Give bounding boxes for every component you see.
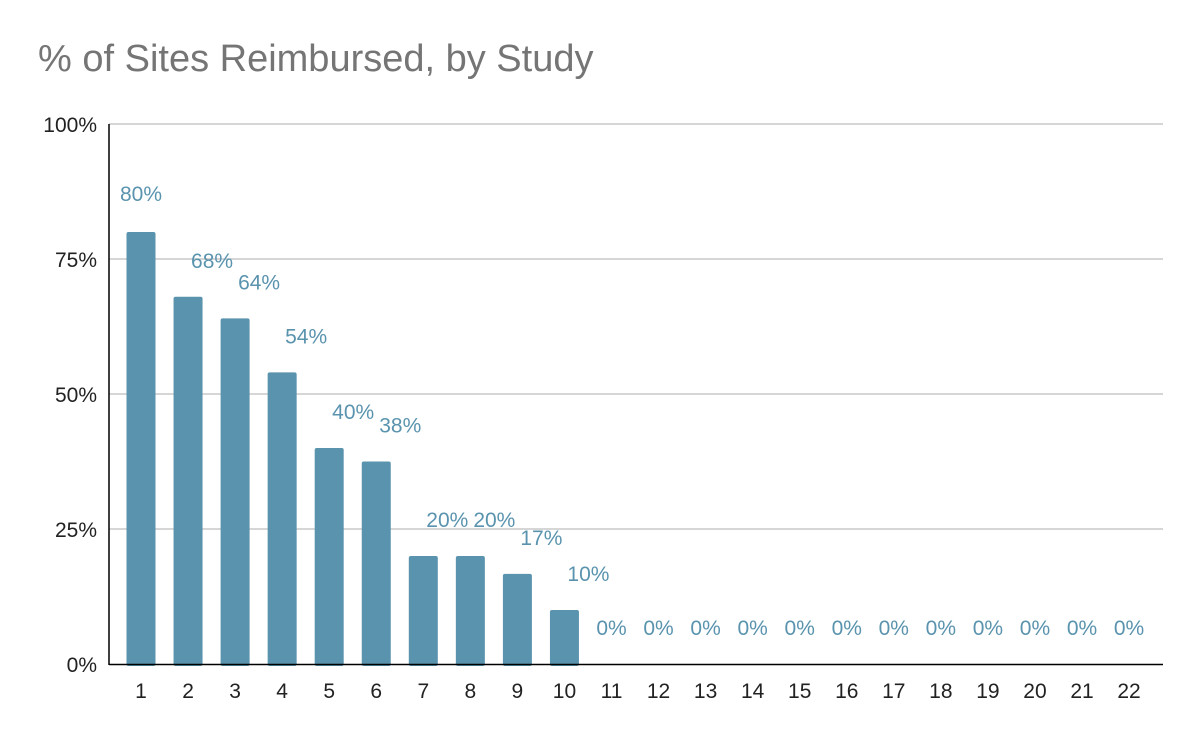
- data-label: 0%: [643, 617, 673, 640]
- bar: [408, 556, 438, 666]
- data-label: 68%: [191, 250, 233, 273]
- data-label: 54%: [285, 325, 327, 348]
- bar: [549, 610, 579, 666]
- data-label: 0%: [1114, 617, 1144, 640]
- x-tick-label: 19: [976, 680, 999, 703]
- chart-title: % of Sites Reimbursed, by Study: [38, 38, 594, 80]
- x-tick-label: 20: [1023, 680, 1046, 703]
- y-tick-label: 75%: [55, 249, 97, 272]
- bar: [502, 573, 532, 666]
- bar: [455, 556, 485, 666]
- data-label: 80%: [120, 183, 162, 206]
- data-label: 0%: [832, 617, 862, 640]
- x-tick-label: 16: [835, 680, 858, 703]
- y-tick-label: 100%: [43, 114, 97, 137]
- x-tick-label: 17: [882, 680, 905, 703]
- x-tick-label: 2: [182, 680, 194, 703]
- data-label: 17%: [520, 527, 562, 550]
- data-label: 0%: [879, 617, 909, 640]
- grid-lines: [109, 123, 1163, 530]
- data-label: 20%: [426, 509, 468, 532]
- x-tick-label: 14: [741, 680, 765, 703]
- data-label: 0%: [973, 617, 1003, 640]
- x-tick-label: 9: [512, 680, 524, 703]
- x-axis-ticks: 1 2 3 4 5 6 7 8 9 10 11 12 13 14 15 16 17 18 19 20 21 22: [135, 680, 1141, 703]
- bar: [126, 232, 156, 666]
- y-axis-ticks: 0% 25% 50% 75% 100%: [43, 114, 97, 677]
- bar: [267, 372, 297, 666]
- data-label: 64%: [238, 271, 280, 294]
- data-label: 20%: [473, 509, 515, 532]
- x-tick-label: 3: [229, 680, 241, 703]
- data-label: 0%: [1067, 617, 1097, 640]
- x-tick-label: 4: [276, 680, 288, 703]
- x-tick-label: 11: [601, 680, 623, 703]
- data-label: 38%: [379, 415, 421, 438]
- data-label: 0%: [690, 617, 720, 640]
- bar: [173, 296, 203, 666]
- data-label: 0%: [926, 617, 956, 640]
- x-tick-label: 22: [1117, 680, 1140, 703]
- data-label: 0%: [1020, 617, 1050, 640]
- x-tick-label: 12: [647, 680, 670, 703]
- x-tick-label: 7: [417, 680, 429, 703]
- data-label: 0%: [596, 617, 626, 640]
- y-tick-label: 0%: [67, 654, 97, 677]
- x-tick-label: 13: [694, 680, 717, 703]
- bar: [220, 318, 250, 666]
- data-labels: 80%68%64%54%40%38%20% 20%17%10%0% 0% 0% 0% 0%…: [120, 183, 1144, 640]
- x-tick-label: 18: [929, 680, 952, 703]
- x-tick-label: 5: [323, 680, 335, 703]
- y-tick-label: 25%: [55, 519, 97, 542]
- x-tick-label: 1: [135, 680, 147, 703]
- data-label: 40%: [332, 401, 374, 424]
- x-tick-label: 21: [1070, 680, 1093, 703]
- axes: [108, 124, 1163, 666]
- x-tick-label: 8: [465, 680, 477, 703]
- bar: [314, 448, 344, 666]
- data-label: 10%: [567, 563, 609, 586]
- x-tick-label: 6: [370, 680, 382, 703]
- bars: [126, 232, 579, 666]
- y-tick-label: 50%: [55, 384, 97, 407]
- data-label: 0%: [737, 617, 767, 640]
- data-label: 0%: [785, 617, 815, 640]
- x-tick-label: 15: [788, 680, 811, 703]
- x-tick-label: 10: [553, 680, 576, 703]
- bar: [361, 461, 391, 666]
